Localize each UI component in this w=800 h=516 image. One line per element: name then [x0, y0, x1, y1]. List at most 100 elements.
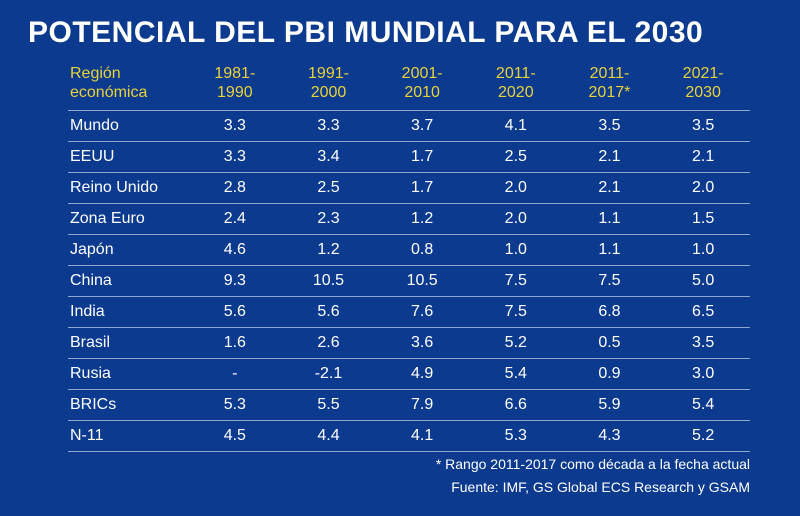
- value-cell: 6.6: [469, 390, 563, 421]
- value-cell: 0.9: [563, 359, 657, 390]
- value-cell: 2.4: [188, 204, 282, 235]
- region-cell: EEUU: [68, 142, 188, 173]
- col-header-line1: 2011-: [590, 65, 630, 82]
- value-cell: 5.9: [563, 390, 657, 421]
- table-row: N-114.54.44.15.34.35.2: [68, 421, 750, 452]
- col-header-region: Región económica: [68, 60, 188, 111]
- col-header-line1: 2001-: [402, 65, 443, 82]
- value-cell: 1.7: [375, 173, 469, 204]
- value-cell: 3.4: [282, 142, 376, 173]
- footnotes: * Rango 2011-2017 como década a la fecha…: [436, 453, 750, 498]
- table-body: Mundo3.33.33.74.13.53.5EEUU3.33.41.72.52…: [68, 111, 750, 452]
- value-cell: 3.7: [375, 111, 469, 142]
- value-cell: 4.9: [375, 359, 469, 390]
- gdp-table-container: Región económica 1981- 1990 1991- 2000 2001- 20…: [0, 60, 800, 452]
- value-cell: 2.3: [282, 204, 376, 235]
- footnote-source: Fuente: IMF, GS Global ECS Research y GS…: [436, 476, 750, 498]
- value-cell: 2.0: [656, 173, 750, 204]
- col-header-period-1: 1991- 2000: [282, 60, 376, 111]
- col-header-line2: 2030: [685, 84, 721, 101]
- value-cell: 1.7: [375, 142, 469, 173]
- value-cell: 5.5: [282, 390, 376, 421]
- table-row: Brasil1.62.63.65.20.53.5: [68, 328, 750, 359]
- region-cell: Brasil: [68, 328, 188, 359]
- value-cell: 5.2: [469, 328, 563, 359]
- gdp-table: Región económica 1981- 1990 1991- 2000 2001- 20…: [68, 60, 750, 452]
- col-header-period-4: 2011- 2017*: [563, 60, 657, 111]
- table-row: Reino Unido2.82.51.72.02.12.0: [68, 173, 750, 204]
- value-cell: 2.1: [563, 142, 657, 173]
- value-cell: 2.1: [563, 173, 657, 204]
- value-cell: 5.3: [188, 390, 282, 421]
- col-header-line1: 1991-: [308, 65, 349, 82]
- table-row: EEUU3.33.41.72.52.12.1: [68, 142, 750, 173]
- footnote-range: * Rango 2011-2017 como década a la fecha…: [436, 453, 750, 475]
- value-cell: 4.1: [375, 421, 469, 452]
- region-cell: Reino Unido: [68, 173, 188, 204]
- value-cell: 1.0: [656, 235, 750, 266]
- value-cell: 3.5: [656, 111, 750, 142]
- value-cell: 4.4: [282, 421, 376, 452]
- page-title: POTENCIAL DEL PBI MUNDIAL PARA EL 2030: [0, 0, 800, 60]
- value-cell: 4.5: [188, 421, 282, 452]
- value-cell: 1.0: [469, 235, 563, 266]
- value-cell: 7.5: [469, 266, 563, 297]
- value-cell: 2.0: [469, 173, 563, 204]
- col-header-line2: 1990: [217, 84, 253, 101]
- value-cell: 7.9: [375, 390, 469, 421]
- value-cell: 1.1: [563, 235, 657, 266]
- value-cell: 2.8: [188, 173, 282, 204]
- region-cell: China: [68, 266, 188, 297]
- table-row: China9.310.510.57.57.55.0: [68, 266, 750, 297]
- value-cell: 3.3: [188, 111, 282, 142]
- value-cell: 1.6: [188, 328, 282, 359]
- col-header-period-0: 1981- 1990: [188, 60, 282, 111]
- table-row: Rusia--2.14.95.40.93.0: [68, 359, 750, 390]
- value-cell: 1.5: [656, 204, 750, 235]
- value-cell: 5.6: [188, 297, 282, 328]
- region-cell: N-11: [68, 421, 188, 452]
- value-cell: 1.1: [563, 204, 657, 235]
- col-header-period-5: 2021-2030: [656, 60, 750, 111]
- value-cell: 0.8: [375, 235, 469, 266]
- table-row: BRICs5.35.57.96.65.95.4: [68, 390, 750, 421]
- value-cell: 5.4: [656, 390, 750, 421]
- value-cell: 1.2: [282, 235, 376, 266]
- value-cell: 4.3: [563, 421, 657, 452]
- value-cell: 1.2: [375, 204, 469, 235]
- col-header-line1: 1981-: [214, 65, 255, 82]
- table-row: Zona Euro2.42.31.22.01.11.5: [68, 204, 750, 235]
- value-cell: 2.0: [469, 204, 563, 235]
- value-cell: -: [188, 359, 282, 390]
- value-cell: 3.3: [282, 111, 376, 142]
- col-header-period-3: 2011- 2020: [469, 60, 563, 111]
- value-cell: 3.3: [188, 142, 282, 173]
- table-head: Región económica 1981- 1990 1991- 2000 2001- 20…: [68, 60, 750, 111]
- region-cell: Zona Euro: [68, 204, 188, 235]
- region-cell: Rusia: [68, 359, 188, 390]
- col-header-line2: 2017*: [589, 84, 631, 101]
- value-cell: 10.5: [282, 266, 376, 297]
- col-header-region-line2: económica: [70, 84, 147, 101]
- value-cell: 2.5: [282, 173, 376, 204]
- value-cell: 2.5: [469, 142, 563, 173]
- value-cell: 7.5: [563, 266, 657, 297]
- col-header-line2: 2000: [311, 84, 347, 101]
- value-cell: 2.1: [656, 142, 750, 173]
- value-cell: 5.6: [282, 297, 376, 328]
- value-cell: 3.6: [375, 328, 469, 359]
- col-header-line2: 2020: [498, 84, 534, 101]
- table-row: India5.65.67.67.56.86.5: [68, 297, 750, 328]
- value-cell: 5.2: [656, 421, 750, 452]
- value-cell: 7.6: [375, 297, 469, 328]
- table-row: Japón4.61.20.81.01.11.0: [68, 235, 750, 266]
- value-cell: 4.1: [469, 111, 563, 142]
- value-cell: -2.1: [282, 359, 376, 390]
- header-row: Región económica 1981- 1990 1991- 2000 2001- 20…: [68, 60, 750, 111]
- col-header-region-line1: Región: [70, 65, 121, 82]
- value-cell: 4.6: [188, 235, 282, 266]
- table-row: Mundo3.33.33.74.13.53.5: [68, 111, 750, 142]
- value-cell: 0.5: [563, 328, 657, 359]
- value-cell: 5.0: [656, 266, 750, 297]
- col-header-line1: 2011-: [496, 65, 536, 82]
